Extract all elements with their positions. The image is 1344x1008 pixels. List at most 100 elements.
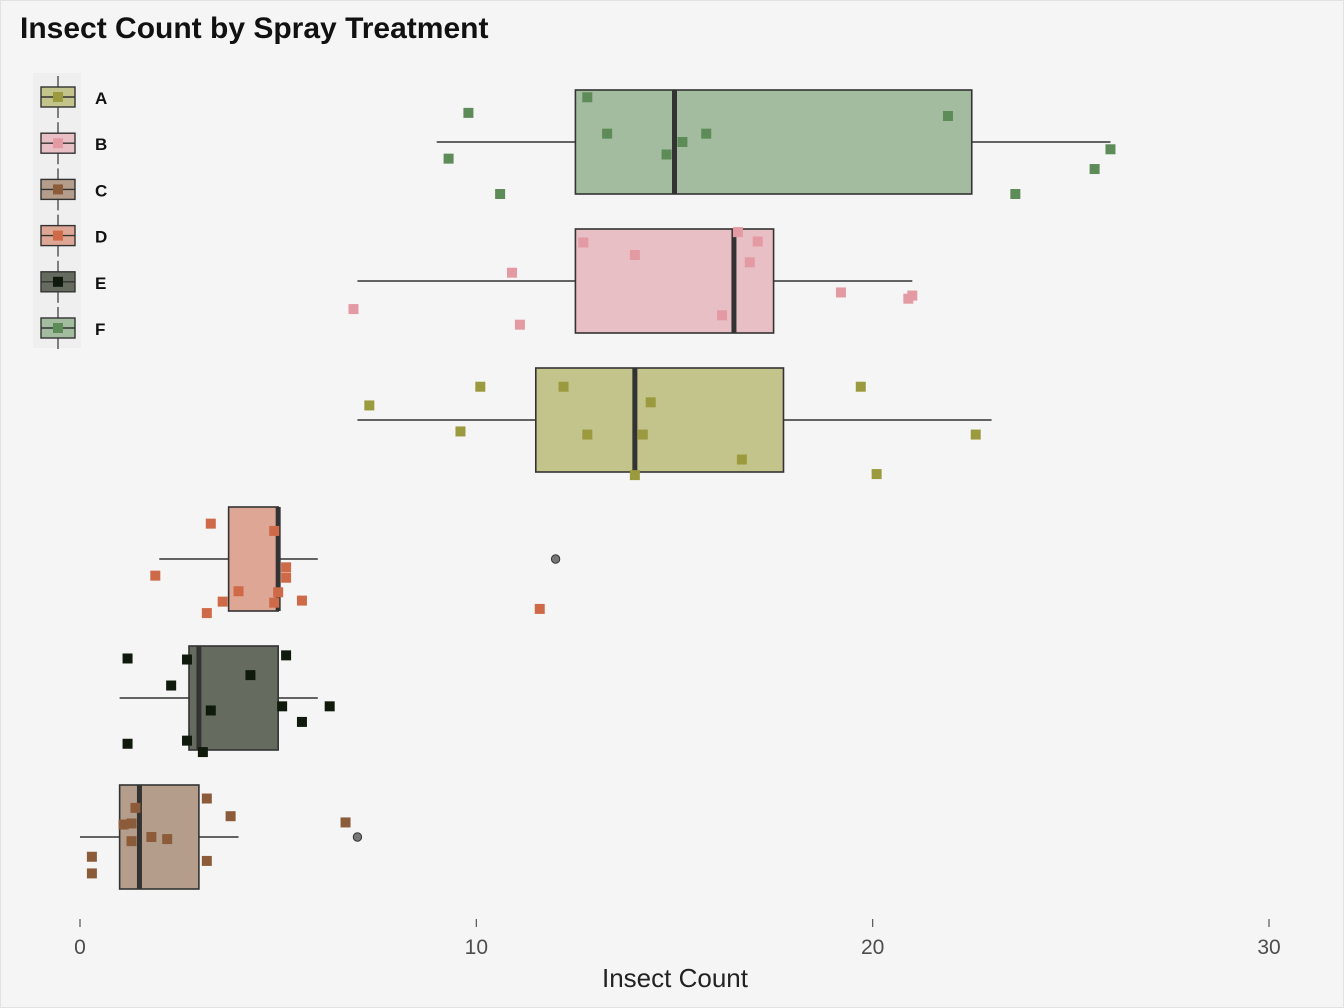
legend-point-a: [53, 92, 63, 102]
point-d-5: [233, 586, 244, 597]
outlier-c-0: [352, 832, 363, 842]
box-group-c: [80, 784, 363, 890]
point-b-10: [717, 310, 728, 321]
point-b-8: [903, 293, 914, 304]
box-group-b: [357, 228, 913, 334]
point-e-8: [296, 716, 307, 727]
point-f-0: [582, 92, 593, 103]
point-d-2: [150, 570, 161, 581]
point-c-4: [118, 819, 129, 830]
point-a-8: [855, 381, 866, 392]
point-a-3: [364, 400, 375, 411]
point-a-5: [455, 426, 466, 437]
point-a-4: [645, 397, 656, 408]
points-layer: [86, 92, 1116, 879]
point-f-6: [1105, 144, 1116, 155]
point-f-7: [661, 149, 672, 160]
chart-title: Insect Count by Spray Treatment: [20, 12, 488, 45]
point-e-9: [182, 735, 193, 746]
point-a-6: [582, 429, 593, 440]
point-c-10: [201, 855, 212, 866]
x-tick-label-30: 30: [1257, 936, 1280, 959]
legend-item-a: A: [40, 76, 107, 118]
point-f-10: [495, 189, 506, 199]
legend: A B C D E F: [33, 73, 107, 349]
point-d-6: [273, 587, 284, 598]
point-c-6: [146, 832, 157, 842]
point-e-0: [281, 650, 292, 661]
point-e-11: [197, 747, 208, 758]
box-b: [574, 228, 775, 334]
point-d-7: [217, 596, 228, 607]
point-e-4: [166, 680, 177, 691]
legend-item-c: C: [40, 168, 107, 211]
point-d-8: [296, 595, 307, 606]
point-f-4: [701, 128, 712, 139]
box-group-d: [159, 506, 561, 612]
x-tick-label-10: 10: [465, 936, 488, 959]
box-e: [188, 645, 279, 751]
boxes-layer: [80, 89, 1111, 890]
point-d-10: [201, 608, 212, 619]
x-tick-label-20: 20: [861, 936, 884, 959]
point-c-9: [86, 851, 97, 862]
box-group-f: [436, 89, 1111, 195]
point-c-1: [130, 802, 141, 813]
point-b-4: [744, 257, 755, 268]
box-c: [118, 784, 200, 890]
legend-item-f: F: [40, 307, 105, 349]
point-c-7: [162, 834, 173, 845]
legend-item-d: D: [40, 214, 107, 257]
point-a-10: [629, 470, 640, 481]
legend-point-f: [53, 323, 63, 333]
point-c-0: [201, 793, 212, 804]
point-f-9: [1089, 164, 1100, 175]
legend-label-e: E: [95, 274, 106, 293]
outlier-d-0: [550, 554, 561, 564]
point-f-3: [602, 128, 613, 139]
point-d-0: [205, 518, 216, 529]
box-group-a: [357, 367, 992, 473]
legend-point-c: [53, 184, 63, 195]
legend-item-e: E: [40, 260, 106, 303]
point-f-11: [1010, 189, 1021, 199]
point-d-1: [269, 525, 280, 536]
point-c-8: [126, 836, 137, 847]
point-b-5: [507, 267, 518, 278]
point-e-1: [122, 653, 133, 664]
point-f-1: [463, 107, 474, 118]
point-e-2: [182, 654, 193, 665]
point-b-9: [348, 304, 359, 315]
point-f-5: [677, 137, 688, 147]
legend-label-a: A: [95, 89, 107, 108]
point-d-3: [281, 562, 292, 573]
legend-label-c: C: [95, 181, 107, 200]
legend-label-f: F: [95, 320, 105, 339]
point-e-6: [324, 701, 335, 712]
point-d-11: [534, 603, 545, 614]
point-b-3: [629, 250, 640, 260]
point-c-3: [126, 818, 137, 829]
point-f-2: [942, 111, 953, 121]
legend-point-e: [53, 276, 63, 287]
point-e-7: [205, 705, 216, 716]
point-a-9: [871, 469, 882, 480]
point-c-11: [86, 868, 97, 879]
legend-point-b: [53, 138, 63, 149]
box-group-e: [119, 645, 318, 751]
point-a-0: [637, 429, 648, 440]
point-b-2: [578, 237, 589, 248]
point-d-9: [269, 597, 280, 608]
point-e-3: [245, 670, 256, 681]
legend-item-b: B: [40, 122, 107, 165]
point-b-6: [835, 287, 846, 298]
x-axis: 0 10 20 30: [74, 919, 1281, 959]
point-f-8: [443, 153, 454, 164]
legend-background: [33, 73, 81, 348]
point-a-7: [736, 454, 747, 465]
legend-point-d: [53, 230, 63, 241]
point-e-5: [277, 701, 288, 712]
point-c-2: [225, 811, 236, 822]
point-e-10: [122, 738, 133, 749]
